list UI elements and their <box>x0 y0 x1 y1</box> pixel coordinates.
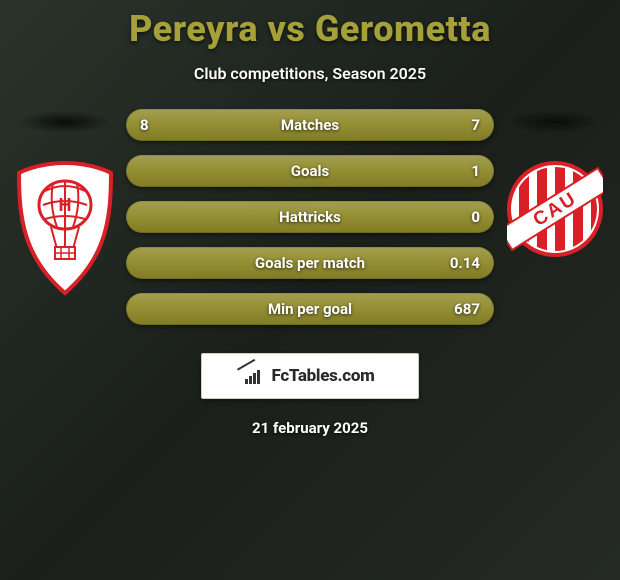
stats-column: 8 Matches 7 Goals 1 Hattricks 0 Goals pe… <box>120 109 500 325</box>
union-logo-icon: CAU <box>507 161 603 257</box>
stat-right-value: 0 <box>471 208 480 226</box>
stat-bar-goals: Goals 1 <box>126 155 494 187</box>
stat-right-value: 687 <box>454 300 480 318</box>
stat-label: Matches <box>281 116 339 134</box>
page-title: Pereyra vs Gerometta <box>0 0 620 50</box>
stat-bar-min-per-goal: Min per goal 687 <box>126 293 494 325</box>
stat-label: Goals <box>291 162 329 180</box>
huracan-logo-icon: H <box>15 161 115 297</box>
player-shadow-right <box>510 111 600 133</box>
comparison-card: Pereyra vs Gerometta Club competitions, … <box>0 0 620 580</box>
stat-left-value: 8 <box>140 116 149 134</box>
left-club-logo: H <box>15 161 115 301</box>
content-row: H 8 Matches 7 Goals 1 Hattricks 0 <box>0 109 620 325</box>
stat-bar-hattricks: Hattricks 0 <box>126 201 494 233</box>
footer-brand-box: FcTables.com <box>201 353 419 399</box>
stat-right-value: 1 <box>471 162 480 180</box>
stat-right-value: 0.14 <box>450 254 480 272</box>
stat-bar-goals-per-match: Goals per match 0.14 <box>126 247 494 279</box>
left-club-column: H <box>10 109 120 301</box>
svg-text:H: H <box>59 195 72 215</box>
stat-label: Hattricks <box>279 208 341 226</box>
chart-icon <box>245 368 265 384</box>
stat-bar-matches: 8 Matches 7 <box>126 109 494 141</box>
stat-right-value: 7 <box>471 116 480 134</box>
page-subtitle: Club competitions, Season 2025 <box>0 64 620 83</box>
right-club-column: CAU <box>500 109 610 261</box>
right-club-logo: CAU <box>507 161 603 261</box>
footer-brand-text: FcTables.com <box>271 366 374 386</box>
stat-label: Goals per match <box>255 254 365 272</box>
player-shadow-left <box>20 111 110 133</box>
stat-label: Min per goal <box>268 300 352 318</box>
footer-date: 21 february 2025 <box>0 419 620 437</box>
